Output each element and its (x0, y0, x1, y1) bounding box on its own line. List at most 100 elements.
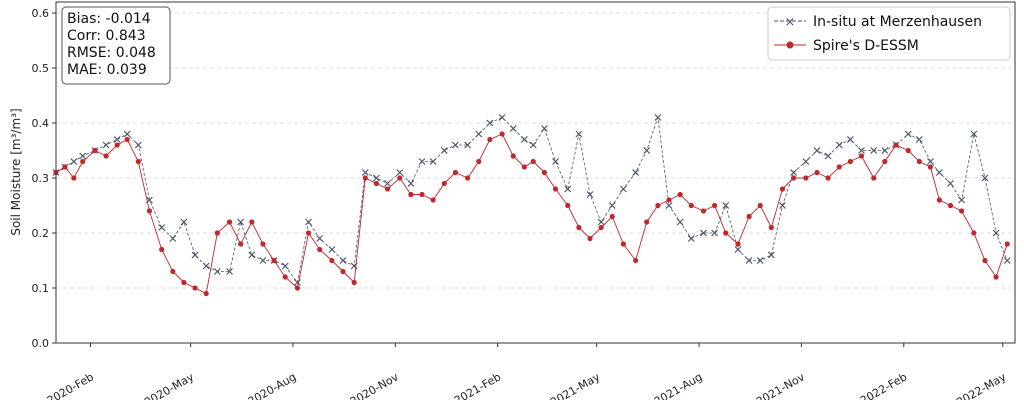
insitu-point (927, 158, 934, 165)
spire-point (80, 158, 86, 165)
insitu-point (665, 202, 673, 209)
spire-point (362, 175, 368, 181)
insitu-point (858, 147, 865, 154)
spire-point (329, 257, 335, 264)
insitu-point (509, 125, 517, 132)
spire-point (1004, 241, 1010, 247)
insitu-point (1003, 257, 1011, 264)
insitu-point (486, 119, 494, 127)
spire-point (305, 230, 312, 236)
spire-point (260, 241, 266, 247)
spire-point (62, 164, 68, 170)
spire-point (530, 158, 536, 165)
spire-point (791, 175, 797, 181)
insitu-point (396, 169, 404, 176)
spire-point (408, 191, 414, 198)
x-tick-label: 2021-Aug (652, 370, 705, 400)
spire-point (476, 158, 482, 165)
insitu-point (790, 169, 798, 176)
insitu-point (316, 235, 324, 242)
spire-point (384, 186, 391, 192)
insitu-line (55, 117, 1008, 284)
insitu-point (451, 141, 459, 149)
insitu-point (529, 141, 537, 149)
x-tick-label: 2021-May (548, 370, 602, 400)
insitu-point (259, 257, 267, 264)
insitu-point (970, 130, 978, 138)
spire-point (947, 202, 954, 209)
spire-point (700, 208, 707, 214)
legend-spire-marker-icon (786, 41, 794, 49)
spire-point (373, 180, 380, 187)
x-tick-label: 2020-Aug (246, 370, 299, 400)
insitu-point (440, 147, 448, 154)
insitu-point (328, 246, 336, 253)
insitu-point (802, 158, 810, 165)
insitu-point (305, 218, 312, 226)
x-tick-label: 2020-Feb (45, 370, 96, 400)
insitu-point (711, 229, 719, 237)
spire-point (893, 142, 899, 148)
insitu-point (213, 268, 221, 275)
spire-point (882, 158, 888, 165)
insitu-point (281, 262, 289, 270)
spire-point (159, 246, 165, 253)
spire-point (712, 202, 718, 209)
x-tick-label: 2020-May (142, 370, 196, 400)
insitu-point (372, 174, 380, 182)
insitu-point (722, 202, 730, 209)
spire-point (282, 274, 288, 280)
insitu-point (756, 257, 764, 264)
spire-point (181, 279, 187, 286)
insitu-point (779, 202, 786, 209)
insitu-point (361, 169, 369, 176)
spire-point (936, 197, 942, 203)
spire-point (487, 136, 493, 143)
stats-box: Bias: -0.014 Corr: 0.843 RMSE: 0.048 MAE… (61, 6, 171, 85)
spire-point (735, 241, 741, 247)
spire-point (430, 197, 436, 203)
spire-point (92, 147, 98, 154)
insitu-point (384, 180, 391, 187)
insitu-point (180, 218, 188, 226)
insitu-point (813, 147, 821, 154)
insitu-point (575, 130, 583, 138)
y-tick-label: 0.6 (32, 7, 50, 20)
insitu-point (835, 141, 843, 149)
insitu-point (935, 169, 943, 176)
insitu-point (158, 224, 166, 231)
spire-point (214, 230, 220, 236)
insitu-point (824, 152, 832, 160)
x-tick-label: 2021-Nov (754, 370, 807, 400)
spire-point (565, 202, 571, 209)
insitu-point (654, 114, 662, 121)
insitu-point (586, 191, 594, 198)
insitu-point (745, 257, 753, 264)
spire-point (71, 175, 77, 181)
spire-point (226, 219, 233, 225)
insitu-point (226, 268, 233, 275)
spire-point (170, 268, 176, 275)
spire-point (825, 175, 831, 181)
spire-point (677, 191, 683, 198)
spire-point (499, 131, 505, 137)
insitu-point (643, 147, 651, 154)
y-tick-label: 0.2 (32, 227, 50, 240)
spire-point (836, 164, 842, 170)
spire-point (587, 235, 593, 242)
insitu-point (113, 136, 121, 143)
spire-point (971, 230, 977, 236)
spire-point (847, 158, 853, 165)
y-tick-label: 0.1 (32, 282, 50, 295)
y-tick-label: 0.3 (32, 172, 50, 185)
insitu-point (429, 158, 437, 165)
spire-point (746, 213, 752, 220)
spire-point (146, 208, 153, 214)
insitu-point (881, 147, 889, 154)
spire-point (688, 202, 694, 209)
stat-bias: Bias: -0.014 (67, 11, 151, 27)
stat-mae: MAE: 0.039 (67, 62, 147, 78)
stat-rmse: RMSE: 0.048 (67, 45, 156, 61)
spire-point (814, 169, 820, 176)
insitu-point (700, 229, 707, 237)
